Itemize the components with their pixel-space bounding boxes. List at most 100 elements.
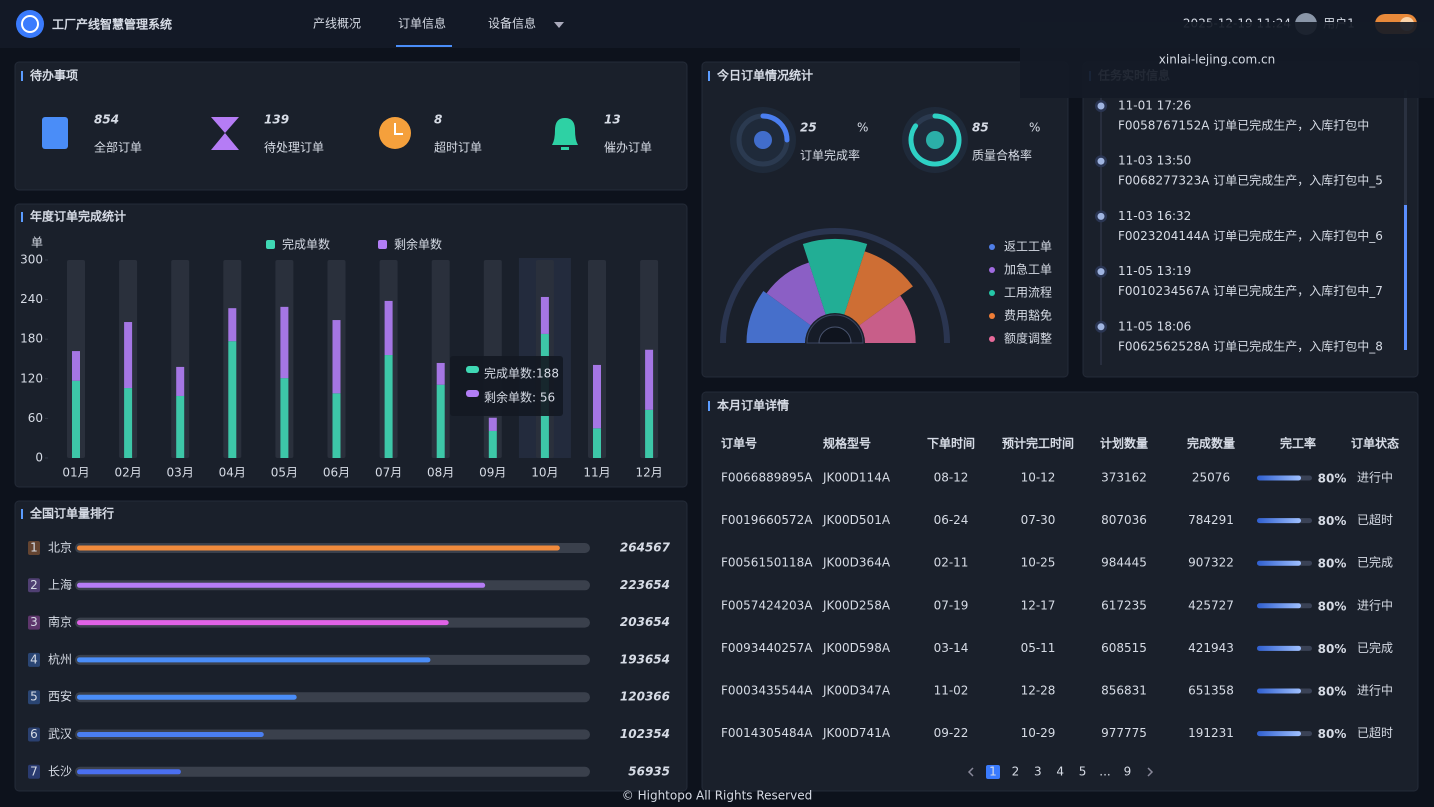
status: 进行中 <box>1357 683 1393 698</box>
city-label: 上海 <box>48 577 72 592</box>
legend-dot <box>989 267 995 273</box>
kpi-arc <box>908 113 962 167</box>
rank-number: 6 <box>30 727 38 741</box>
todo-value: 13 <box>604 113 621 127</box>
cell: F0003435544A <box>721 684 813 698</box>
page-prev[interactable] <box>967 767 974 777</box>
rose-sector <box>766 262 826 326</box>
column-header: 完成数量 <box>1187 436 1235 451</box>
bar-value: 193654 <box>620 652 670 666</box>
bar <box>77 582 486 588</box>
panel-title: 待办事项 <box>30 68 78 83</box>
bar-segment <box>280 378 289 458</box>
page-number[interactable]: ... <box>1099 765 1110 779</box>
legend-swatch <box>378 240 387 249</box>
tooltip-swatch <box>466 366 479 373</box>
page-number[interactable]: 4 <box>1056 765 1064 779</box>
bar <box>77 657 431 663</box>
task-text: F0010234567A 订单已完成生产，入库打包中_7 <box>1118 283 1383 298</box>
icon <box>552 118 578 150</box>
page-number[interactable]: 3 <box>1034 765 1042 779</box>
page-number[interactable]: 2 <box>1012 765 1020 779</box>
rank-number: 3 <box>30 615 38 629</box>
bar-track <box>75 766 590 777</box>
footer: © Hightopo All Rights Reserved <box>622 789 812 803</box>
cell: 617235 <box>1101 598 1147 612</box>
bar <box>77 694 297 700</box>
tooltip-swatch <box>466 390 479 397</box>
cell: 25076 <box>1192 471 1230 485</box>
task-text: F0058767152A 订单已完成生产，入库打包中 <box>1118 118 1369 133</box>
bar-segment <box>72 351 80 381</box>
page-number[interactable]: 9 <box>1124 765 1132 779</box>
bar-segment <box>176 366 185 396</box>
x-tick-label: 12月 <box>635 466 662 480</box>
x-tick-label: 08月 <box>427 466 454 480</box>
rose-sector <box>859 295 916 343</box>
rank-number: 5 <box>30 690 38 704</box>
cell: 651358 <box>1188 684 1234 698</box>
progress-bar <box>1257 560 1301 566</box>
todo-label: 全部订单 <box>94 140 142 155</box>
panel-title: 全国订单量排行 <box>29 506 114 521</box>
cell: JK00D501A <box>822 513 891 527</box>
cell: 08-12 <box>934 471 969 485</box>
rose-sector <box>844 251 913 326</box>
nav-item[interactable]: 设备信息 <box>488 16 536 31</box>
nav-item[interactable]: 订单信息 <box>398 16 446 31</box>
bar-segment <box>332 393 341 458</box>
page-number[interactable]: 1 <box>989 765 997 779</box>
rank-badge <box>28 541 40 555</box>
cell: 10-12 <box>1021 471 1056 485</box>
bar-segment <box>436 384 445 458</box>
legend-dot <box>989 313 995 319</box>
cell: 06-24 <box>934 513 969 527</box>
title-marker <box>21 71 23 81</box>
task-time: 11-03 16:32 <box>1118 209 1191 223</box>
bar-value: 56935 <box>628 764 670 778</box>
nav-item[interactable]: 产线概况 <box>313 17 361 31</box>
cell: 425727 <box>1188 598 1234 612</box>
cell: F0057424203A <box>721 598 813 612</box>
cell: 09-22 <box>934 726 969 740</box>
bar-segment <box>593 364 601 429</box>
todo-value: 854 <box>94 113 119 127</box>
legend-dot <box>989 336 995 342</box>
x-tick-label: 10月 <box>531 466 558 480</box>
title-marker <box>21 509 23 519</box>
legend-dot <box>989 244 995 250</box>
app-title: 工厂产线智慧管理系统 <box>52 17 172 32</box>
status: 进行中 <box>1357 470 1393 485</box>
progress-bar <box>1257 645 1301 651</box>
column-header: 完工率 <box>1280 436 1316 451</box>
legend-label: 返工工单 <box>1004 240 1052 254</box>
icon-hand <box>394 123 403 135</box>
bar-segment <box>332 320 341 394</box>
icon <box>42 117 68 149</box>
logo-ring <box>21 15 39 33</box>
progress-bar <box>1257 688 1301 694</box>
timeline-dot <box>1097 323 1105 331</box>
y-unit: 单 <box>31 236 43 250</box>
cell: F0014305484A <box>721 726 813 740</box>
x-tick-label: 06月 <box>323 466 350 480</box>
timeline-dot <box>1097 212 1105 220</box>
panel-annual <box>14 203 688 488</box>
x-tick-label: 02月 <box>114 466 141 480</box>
rank-number: 7 <box>30 764 38 778</box>
scroll-thumb[interactable] <box>1404 205 1407 350</box>
kpi-label: 订单完成率 <box>800 148 860 163</box>
page-next[interactable] <box>1147 767 1154 777</box>
cell: 11-02 <box>934 684 969 698</box>
page-number[interactable]: 5 <box>1079 765 1087 779</box>
cell: 12-17 <box>1021 598 1056 612</box>
cell: 07-30 <box>1021 513 1056 527</box>
cell: 907322 <box>1188 556 1234 570</box>
cell: 608515 <box>1101 641 1147 655</box>
todo-label: 待处理订单 <box>264 141 324 155</box>
legend-swatch <box>266 240 275 249</box>
x-tick-label: 07月 <box>375 466 402 480</box>
panel-title: 今日订单情况统计 <box>716 68 813 83</box>
dropdown-arrow[interactable] <box>554 22 564 28</box>
kpi-value: 85 <box>972 121 989 135</box>
